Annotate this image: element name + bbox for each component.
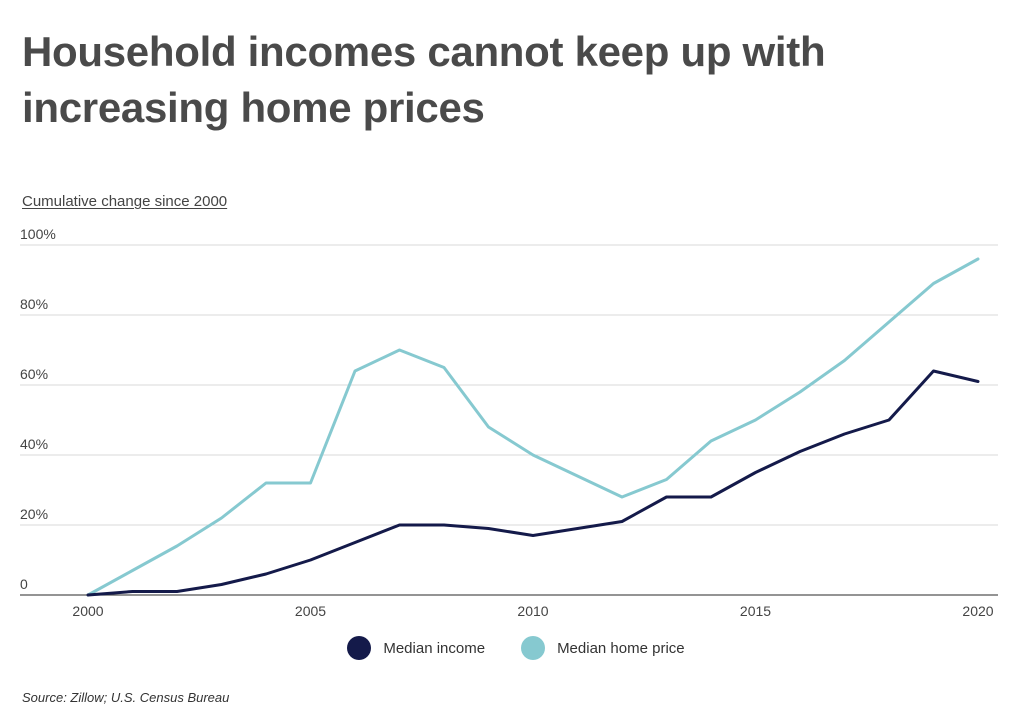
legend-swatch-median-home-price: [521, 636, 546, 660]
series-lines: [86, 257, 980, 597]
y-tick-label: 100%: [20, 226, 56, 242]
legend-label-median-home-price: Median home price: [557, 639, 685, 657]
x-tick-label: 2005: [295, 603, 326, 619]
source-note: Source: Zillow; U.S. Census Bureau: [22, 690, 230, 705]
legend-item-median-income: Median income: [339, 636, 485, 660]
line-chart: 0 20% 40% 60% 80% 100% 2000 2005 2010 2015 2020: [20, 226, 998, 619]
series-line-median-income: [86, 369, 980, 597]
y-tick-label: 60%: [20, 366, 48, 382]
legend-item-median-home-price: Median home price: [513, 636, 685, 660]
gridlines: [20, 244, 998, 596]
legend-swatch-median-income: [347, 636, 372, 660]
x-tick-labels: 2000 2005 2010 2015 2020: [72, 603, 993, 619]
y-tick-label: 40%: [20, 436, 48, 452]
chart-title: Household incomes cannot keep up with in…: [22, 28, 826, 131]
y-tick-label: 0: [20, 576, 28, 592]
x-tick-label: 2010: [517, 603, 548, 619]
x-tick-label: 2000: [72, 603, 103, 619]
y-tick-labels: 0 20% 40% 60% 80% 100%: [20, 226, 56, 592]
series-line-median-home-price: [86, 257, 980, 597]
y-tick-label: 80%: [20, 296, 48, 312]
x-tick-label: 2015: [740, 603, 771, 619]
legend-label-median-income: Median income: [383, 639, 486, 657]
legend: Median income Median home price: [0, 636, 1024, 660]
y-axis-label: Cumulative change since 2000: [22, 193, 228, 210]
x-tick-label: 2020: [962, 603, 993, 619]
y-tick-label: 20%: [20, 506, 48, 522]
